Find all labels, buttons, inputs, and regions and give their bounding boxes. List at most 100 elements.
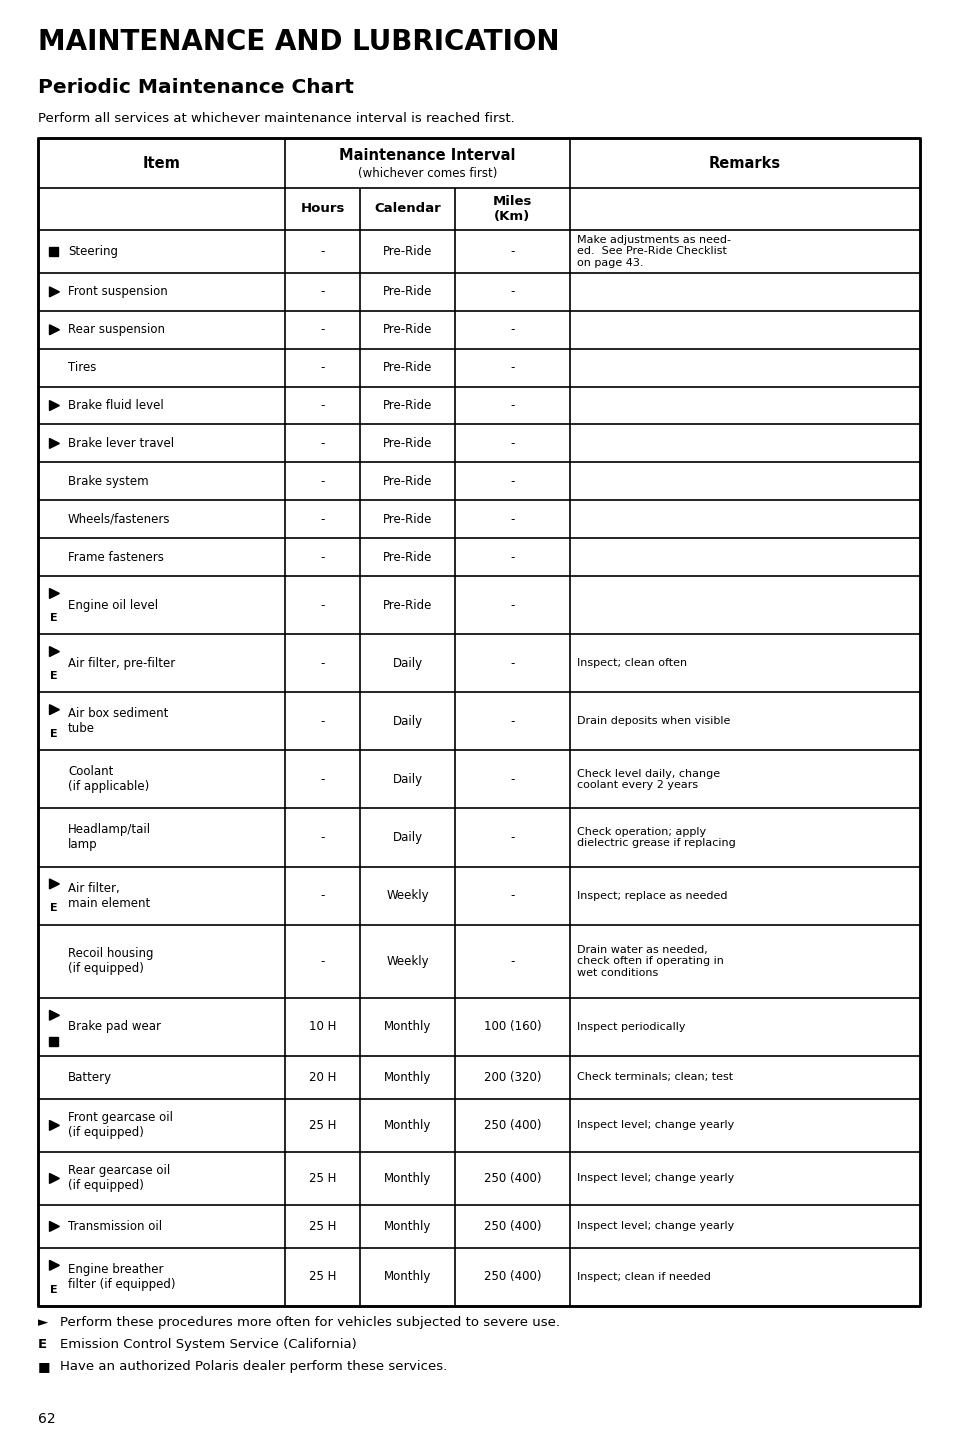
Text: -: - — [510, 774, 515, 785]
Text: Tires: Tires — [68, 361, 96, 374]
Text: E: E — [51, 728, 58, 739]
Text: -: - — [320, 657, 324, 670]
Polygon shape — [50, 1221, 59, 1232]
Text: Brake fluid level: Brake fluid level — [68, 398, 164, 411]
Text: Coolant
(if applicable): Coolant (if applicable) — [68, 765, 149, 794]
Text: -: - — [320, 599, 324, 612]
Text: E: E — [51, 670, 58, 680]
Text: 25 H: 25 H — [309, 1271, 335, 1284]
Text: 250 (400): 250 (400) — [483, 1271, 540, 1284]
Text: Air box sediment
tube: Air box sediment tube — [68, 707, 168, 736]
Text: -: - — [510, 398, 515, 411]
Polygon shape — [50, 589, 59, 599]
Text: Remarks: Remarks — [708, 156, 781, 170]
Polygon shape — [50, 1261, 59, 1271]
Text: 62: 62 — [38, 1412, 55, 1426]
Text: Brake lever travel: Brake lever travel — [68, 438, 174, 449]
Text: ►: ► — [38, 1316, 49, 1329]
Polygon shape — [50, 439, 59, 448]
Text: -: - — [320, 285, 324, 298]
Text: -: - — [320, 888, 324, 901]
Text: -: - — [510, 323, 515, 336]
Polygon shape — [50, 401, 59, 410]
Text: Front suspension: Front suspension — [68, 285, 168, 298]
Polygon shape — [50, 286, 59, 297]
Text: Pre-Ride: Pre-Ride — [382, 475, 432, 489]
Text: Pre-Ride: Pre-Ride — [382, 551, 432, 564]
Text: Check terminals; clean; test: Check terminals; clean; test — [577, 1073, 732, 1082]
Text: -: - — [510, 513, 515, 526]
Text: Engine oil level: Engine oil level — [68, 599, 158, 612]
Text: -: - — [320, 774, 324, 785]
Text: -: - — [320, 551, 324, 564]
Bar — [38, 138, 919, 1306]
Text: Pre-Ride: Pre-Ride — [382, 599, 432, 612]
Text: Pre-Ride: Pre-Ride — [382, 244, 432, 257]
Text: -: - — [510, 551, 515, 564]
Text: 250 (400): 250 (400) — [483, 1120, 540, 1131]
Text: Pre-Ride: Pre-Ride — [382, 361, 432, 374]
Polygon shape — [50, 880, 59, 888]
Text: -: - — [510, 888, 515, 901]
Text: E: E — [51, 614, 58, 622]
Text: -: - — [320, 398, 324, 411]
Text: -: - — [510, 361, 515, 374]
Text: Hours: Hours — [300, 202, 344, 215]
Text: -: - — [320, 715, 324, 728]
Text: Monthly: Monthly — [383, 1021, 431, 1034]
Text: Calendar: Calendar — [374, 202, 440, 215]
Text: Pre-Ride: Pre-Ride — [382, 398, 432, 411]
Text: Make adjustments as need-
ed.  See Pre-Ride Checklist
on page 43.: Make adjustments as need- ed. See Pre-Ri… — [577, 236, 730, 268]
Text: Daily: Daily — [392, 774, 422, 785]
Text: -: - — [320, 513, 324, 526]
Text: Steering: Steering — [68, 244, 118, 257]
Text: Air filter, pre-filter: Air filter, pre-filter — [68, 657, 175, 670]
Text: Battery: Battery — [68, 1072, 112, 1083]
Polygon shape — [50, 705, 59, 714]
Text: -: - — [320, 244, 324, 257]
Text: Monthly: Monthly — [383, 1220, 431, 1233]
Text: Pre-Ride: Pre-Ride — [382, 438, 432, 449]
Text: Rear gearcase oil
(if equipped): Rear gearcase oil (if equipped) — [68, 1165, 170, 1192]
Bar — [50, 247, 58, 256]
Text: -: - — [320, 955, 324, 968]
Text: Transmission oil: Transmission oil — [68, 1220, 162, 1233]
Text: ■: ■ — [38, 1359, 51, 1373]
Text: -: - — [510, 955, 515, 968]
Text: Pre-Ride: Pre-Ride — [382, 323, 432, 336]
Text: 25 H: 25 H — [309, 1120, 335, 1131]
Text: 250 (400): 250 (400) — [483, 1220, 540, 1233]
Text: Perform all services at whichever maintenance interval is reached first.: Perform all services at whichever mainte… — [38, 112, 515, 125]
Text: Frame fasteners: Frame fasteners — [68, 551, 164, 564]
Text: -: - — [320, 475, 324, 489]
Text: E: E — [51, 903, 58, 913]
Text: Drain water as needed,
check often if operating in
wet conditions: Drain water as needed, check often if op… — [577, 945, 723, 979]
Text: -: - — [510, 475, 515, 489]
Text: Weekly: Weekly — [386, 955, 428, 968]
Text: Miles
(Km): Miles (Km) — [493, 195, 532, 222]
Text: Engine breather
filter (if equipped): Engine breather filter (if equipped) — [68, 1264, 175, 1291]
Text: Periodic Maintenance Chart: Periodic Maintenance Chart — [38, 79, 354, 97]
Text: -: - — [510, 830, 515, 843]
Text: -: - — [510, 285, 515, 298]
Text: Front gearcase oil
(if equipped): Front gearcase oil (if equipped) — [68, 1111, 172, 1140]
Text: Inspect periodically: Inspect periodically — [577, 1022, 685, 1032]
Text: Pre-Ride: Pre-Ride — [382, 285, 432, 298]
Bar — [50, 1037, 58, 1045]
Text: Inspect; clean if needed: Inspect; clean if needed — [577, 1272, 710, 1282]
Text: (whichever comes first): (whichever comes first) — [357, 167, 497, 179]
Text: -: - — [510, 715, 515, 728]
Text: Inspect; clean often: Inspect; clean often — [577, 659, 686, 669]
Text: 10 H: 10 H — [309, 1021, 335, 1034]
Polygon shape — [50, 1121, 59, 1130]
Text: Inspect level; change yearly: Inspect level; change yearly — [577, 1221, 734, 1232]
Polygon shape — [50, 1011, 59, 1021]
Text: Inspect level; change yearly: Inspect level; change yearly — [577, 1173, 734, 1184]
Polygon shape — [50, 1173, 59, 1184]
Text: -: - — [320, 830, 324, 843]
Text: Check level daily, change
coolant every 2 years: Check level daily, change coolant every … — [577, 769, 720, 790]
Text: -: - — [510, 599, 515, 612]
Text: 200 (320): 200 (320) — [483, 1072, 540, 1083]
Text: -: - — [320, 361, 324, 374]
Text: Monthly: Monthly — [383, 1172, 431, 1185]
